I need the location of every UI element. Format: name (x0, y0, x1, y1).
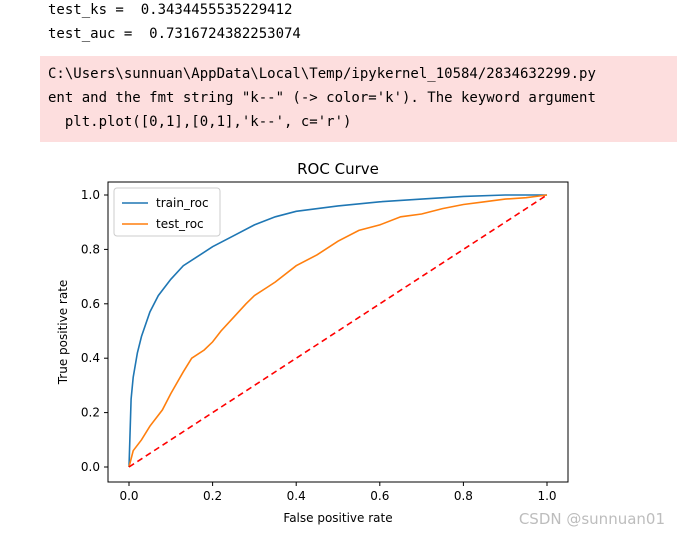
warning-line-3: plt.plot([0,1],[0,1],'k--', c='r') (48, 114, 352, 130)
y-tick-label: 1.0 (81, 188, 100, 202)
x-tick-label: 0.2 (203, 489, 222, 503)
warning-box: C:\Users\sunnuan\AppData\Local\Temp/ipyk… (40, 56, 677, 142)
y-tick-label: 0.8 (81, 242, 100, 256)
y-tick-label: 0.6 (81, 297, 100, 311)
y-axis-label: True positive rate (56, 280, 70, 386)
warning-line-1: C:\Users\sunnuan\AppData\Local\Temp/ipyk… (48, 66, 596, 82)
test-auc-output: test_auc = 0.7316724382253074 (48, 26, 301, 42)
y-tick-label: 0.2 (81, 406, 100, 420)
y-tick-label: 0.0 (81, 460, 100, 474)
x-tick-label: 1.0 (537, 489, 556, 503)
x-axis-label: False positive rate (283, 511, 392, 525)
x-tick-label: 0.4 (287, 489, 306, 503)
series-diagonal (128, 194, 548, 468)
warning-line-2: ent and the fmt string "k--" (-> color='… (48, 90, 596, 106)
series-train-roc (128, 194, 547, 468)
x-tick-label: 0.6 (370, 489, 389, 503)
legend-label-train-roc: train_roc (156, 196, 209, 210)
y-tick-label: 0.4 (81, 351, 100, 365)
x-tick-label: 0.0 (119, 489, 138, 503)
series-test-roc (128, 194, 548, 468)
chart-title: ROC Curve (297, 160, 379, 178)
x-tick-label: 0.8 (454, 489, 473, 503)
test-ks-output: test_ks = 0.3434455535229412 (48, 2, 293, 18)
legend-label-test-roc: test_roc (156, 217, 204, 231)
watermark: CSDN @sunnuan01 (518, 510, 665, 528)
